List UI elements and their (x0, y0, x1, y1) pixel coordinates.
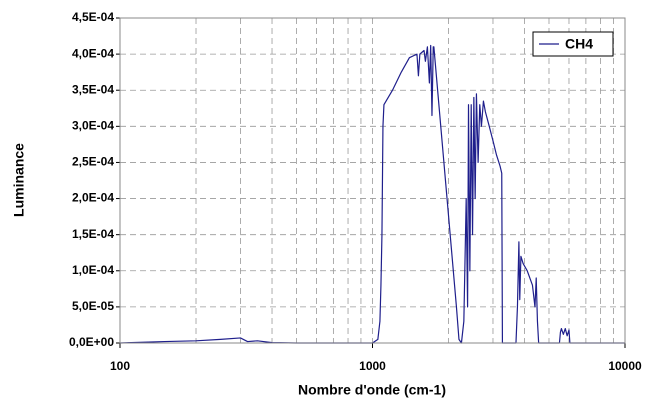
y-tick-label: 1,5E-04 (72, 227, 114, 241)
y-tick-label: 0,0E+00 (69, 335, 114, 349)
x-tick-label: 1000 (359, 359, 386, 373)
legend: CH4 (532, 31, 614, 57)
y-tick-label: 2,5E-04 (72, 155, 114, 169)
axis-frame (119, 17, 626, 344)
x-tick-label: 10000 (608, 359, 642, 373)
y-tick-label: 1,0E-04 (72, 263, 114, 277)
legend-label: CH4 (565, 36, 593, 52)
y-tick-label: 4,0E-04 (72, 46, 114, 60)
y-tick-label: 3,0E-04 (72, 119, 114, 133)
y-axis-label: Luminance (11, 143, 27, 217)
y-tick-label: 2,0E-04 (72, 191, 114, 205)
data-line (119, 44, 625, 344)
y-tick-label: 4,5E-04 (72, 10, 114, 24)
y-tick-label: 3,5E-04 (72, 82, 114, 96)
x-axis-label: Nombre d'onde (cm-1) (298, 382, 446, 398)
y-tick-label: 5,0E-05 (72, 299, 114, 313)
x-tick-label: 100 (110, 359, 130, 373)
